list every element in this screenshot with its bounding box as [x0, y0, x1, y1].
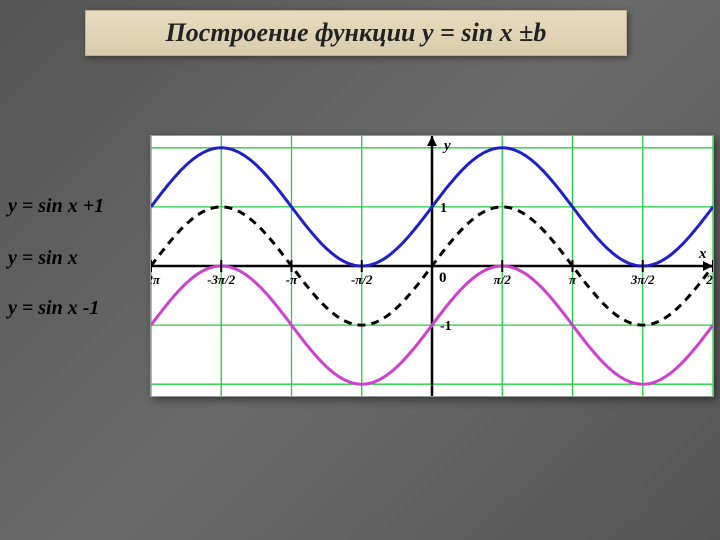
chart-container: -2π -3π/2 -π -π/2 π/2 π 3π/2 2π 1 -1 0 y x — [150, 135, 714, 397]
svg-text:y: y — [442, 138, 451, 154]
svg-text:x: x — [698, 246, 707, 262]
svg-text:0: 0 — [439, 270, 447, 286]
legend-item-3: y = sin x -1 — [8, 297, 99, 320]
svg-text:2π: 2π — [705, 272, 713, 287]
legend-item-1: y = sin x +1 — [8, 195, 104, 218]
svg-text:π/2: π/2 — [494, 272, 512, 287]
svg-text:-1: -1 — [440, 319, 452, 334]
svg-text:-2π: -2π — [151, 272, 161, 287]
svg-text:-3π/2: -3π/2 — [207, 272, 236, 287]
svg-text:1: 1 — [440, 201, 447, 216]
svg-text:-π: -π — [286, 272, 298, 287]
svg-text:3π/2: 3π/2 — [630, 272, 655, 287]
legend-item-2: y = sin x — [8, 247, 78, 270]
page-title: Построение функции y = sin x ±b — [85, 10, 627, 56]
svg-text:-π/2: -π/2 — [351, 272, 373, 287]
svg-text:π: π — [569, 272, 577, 287]
chart-svg: -2π -3π/2 -π -π/2 π/2 π 3π/2 2π 1 -1 0 y x — [151, 136, 713, 396]
